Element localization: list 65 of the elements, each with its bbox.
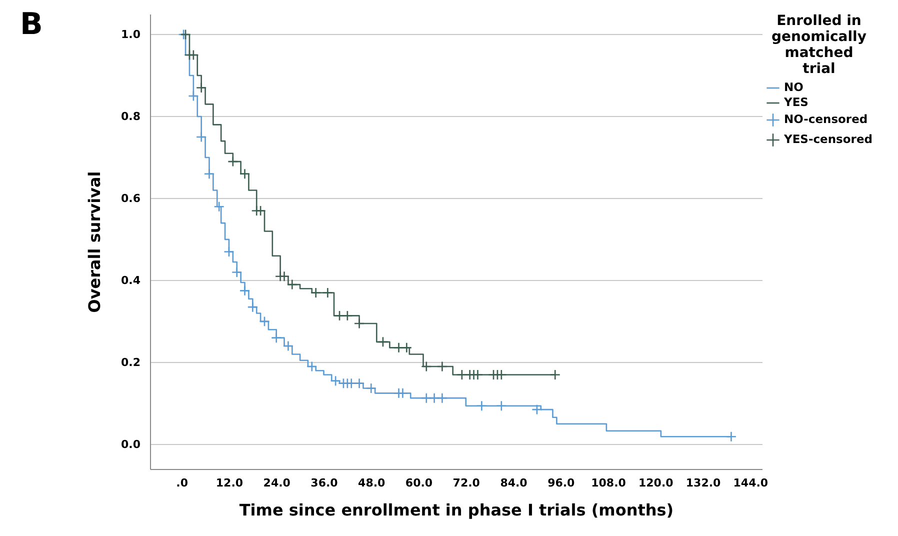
point — [214, 201, 224, 212]
point — [270, 332, 282, 344]
point — [322, 287, 334, 298]
x-tick-label: 72.0 — [452, 476, 480, 490]
chart-title: B — [20, 7, 43, 42]
legend-label: NO-censored — [784, 112, 868, 126]
x-tick-label: 24.0 — [263, 476, 291, 490]
x-tick-label: 48.0 — [358, 476, 386, 490]
y-tick-label: 0.8 — [121, 110, 140, 123]
point — [428, 392, 440, 404]
point — [188, 90, 199, 102]
point — [286, 279, 298, 290]
x-tick-label: 108.0 — [591, 476, 626, 490]
point — [282, 340, 294, 352]
point — [310, 287, 322, 298]
x-tick-label: 120.0 — [638, 476, 674, 490]
point — [231, 266, 242, 278]
point — [204, 168, 215, 180]
legend-label: YES — [783, 95, 808, 109]
x-tick-label: 84.0 — [500, 476, 528, 490]
y-tick-label: 0.2 — [121, 356, 140, 369]
x-tick-label: .0 — [176, 476, 188, 490]
point — [436, 361, 448, 372]
point — [378, 336, 388, 348]
point — [330, 375, 341, 386]
x-tick-label: 60.0 — [405, 476, 433, 490]
point — [532, 404, 542, 415]
x-axis-title: Time since enrollment in phase I trials (months) — [239, 500, 674, 520]
point — [420, 361, 432, 372]
point — [496, 400, 507, 412]
legend-title: Enrolled in genomically matched trial — [772, 13, 866, 77]
y-tick-label: 0.0 — [121, 438, 141, 451]
x-tick-label: 36.0 — [310, 476, 338, 490]
point — [247, 302, 258, 312]
point — [196, 82, 207, 94]
point — [188, 50, 199, 60]
x-tick-label: 144.0 — [733, 476, 768, 490]
point — [306, 361, 318, 372]
x-tick-label: 132.0 — [686, 476, 722, 490]
point — [239, 285, 250, 296]
legend-label: YES-censored — [783, 132, 872, 146]
point — [476, 400, 488, 412]
point — [334, 310, 345, 322]
legend-label: NO — [784, 80, 804, 94]
x-tick-label: 96.0 — [548, 476, 576, 490]
point — [196, 132, 207, 142]
point — [259, 316, 270, 327]
point — [255, 205, 266, 216]
y-tick-label: 0.4 — [121, 274, 141, 287]
point — [420, 392, 432, 404]
point — [228, 156, 238, 167]
point — [436, 392, 448, 404]
y-tick-label: 1.0 — [121, 28, 141, 41]
point — [342, 310, 353, 322]
point — [224, 246, 234, 258]
y-axis-title: Overall survival — [85, 171, 104, 313]
point — [726, 431, 737, 442]
point — [401, 342, 412, 354]
point — [456, 369, 468, 380]
point — [366, 382, 377, 394]
x-tick-label: 12.0 — [216, 476, 244, 490]
point — [550, 369, 560, 380]
point — [354, 318, 365, 329]
y-tick-label: 0.6 — [121, 192, 141, 205]
point — [354, 378, 365, 389]
